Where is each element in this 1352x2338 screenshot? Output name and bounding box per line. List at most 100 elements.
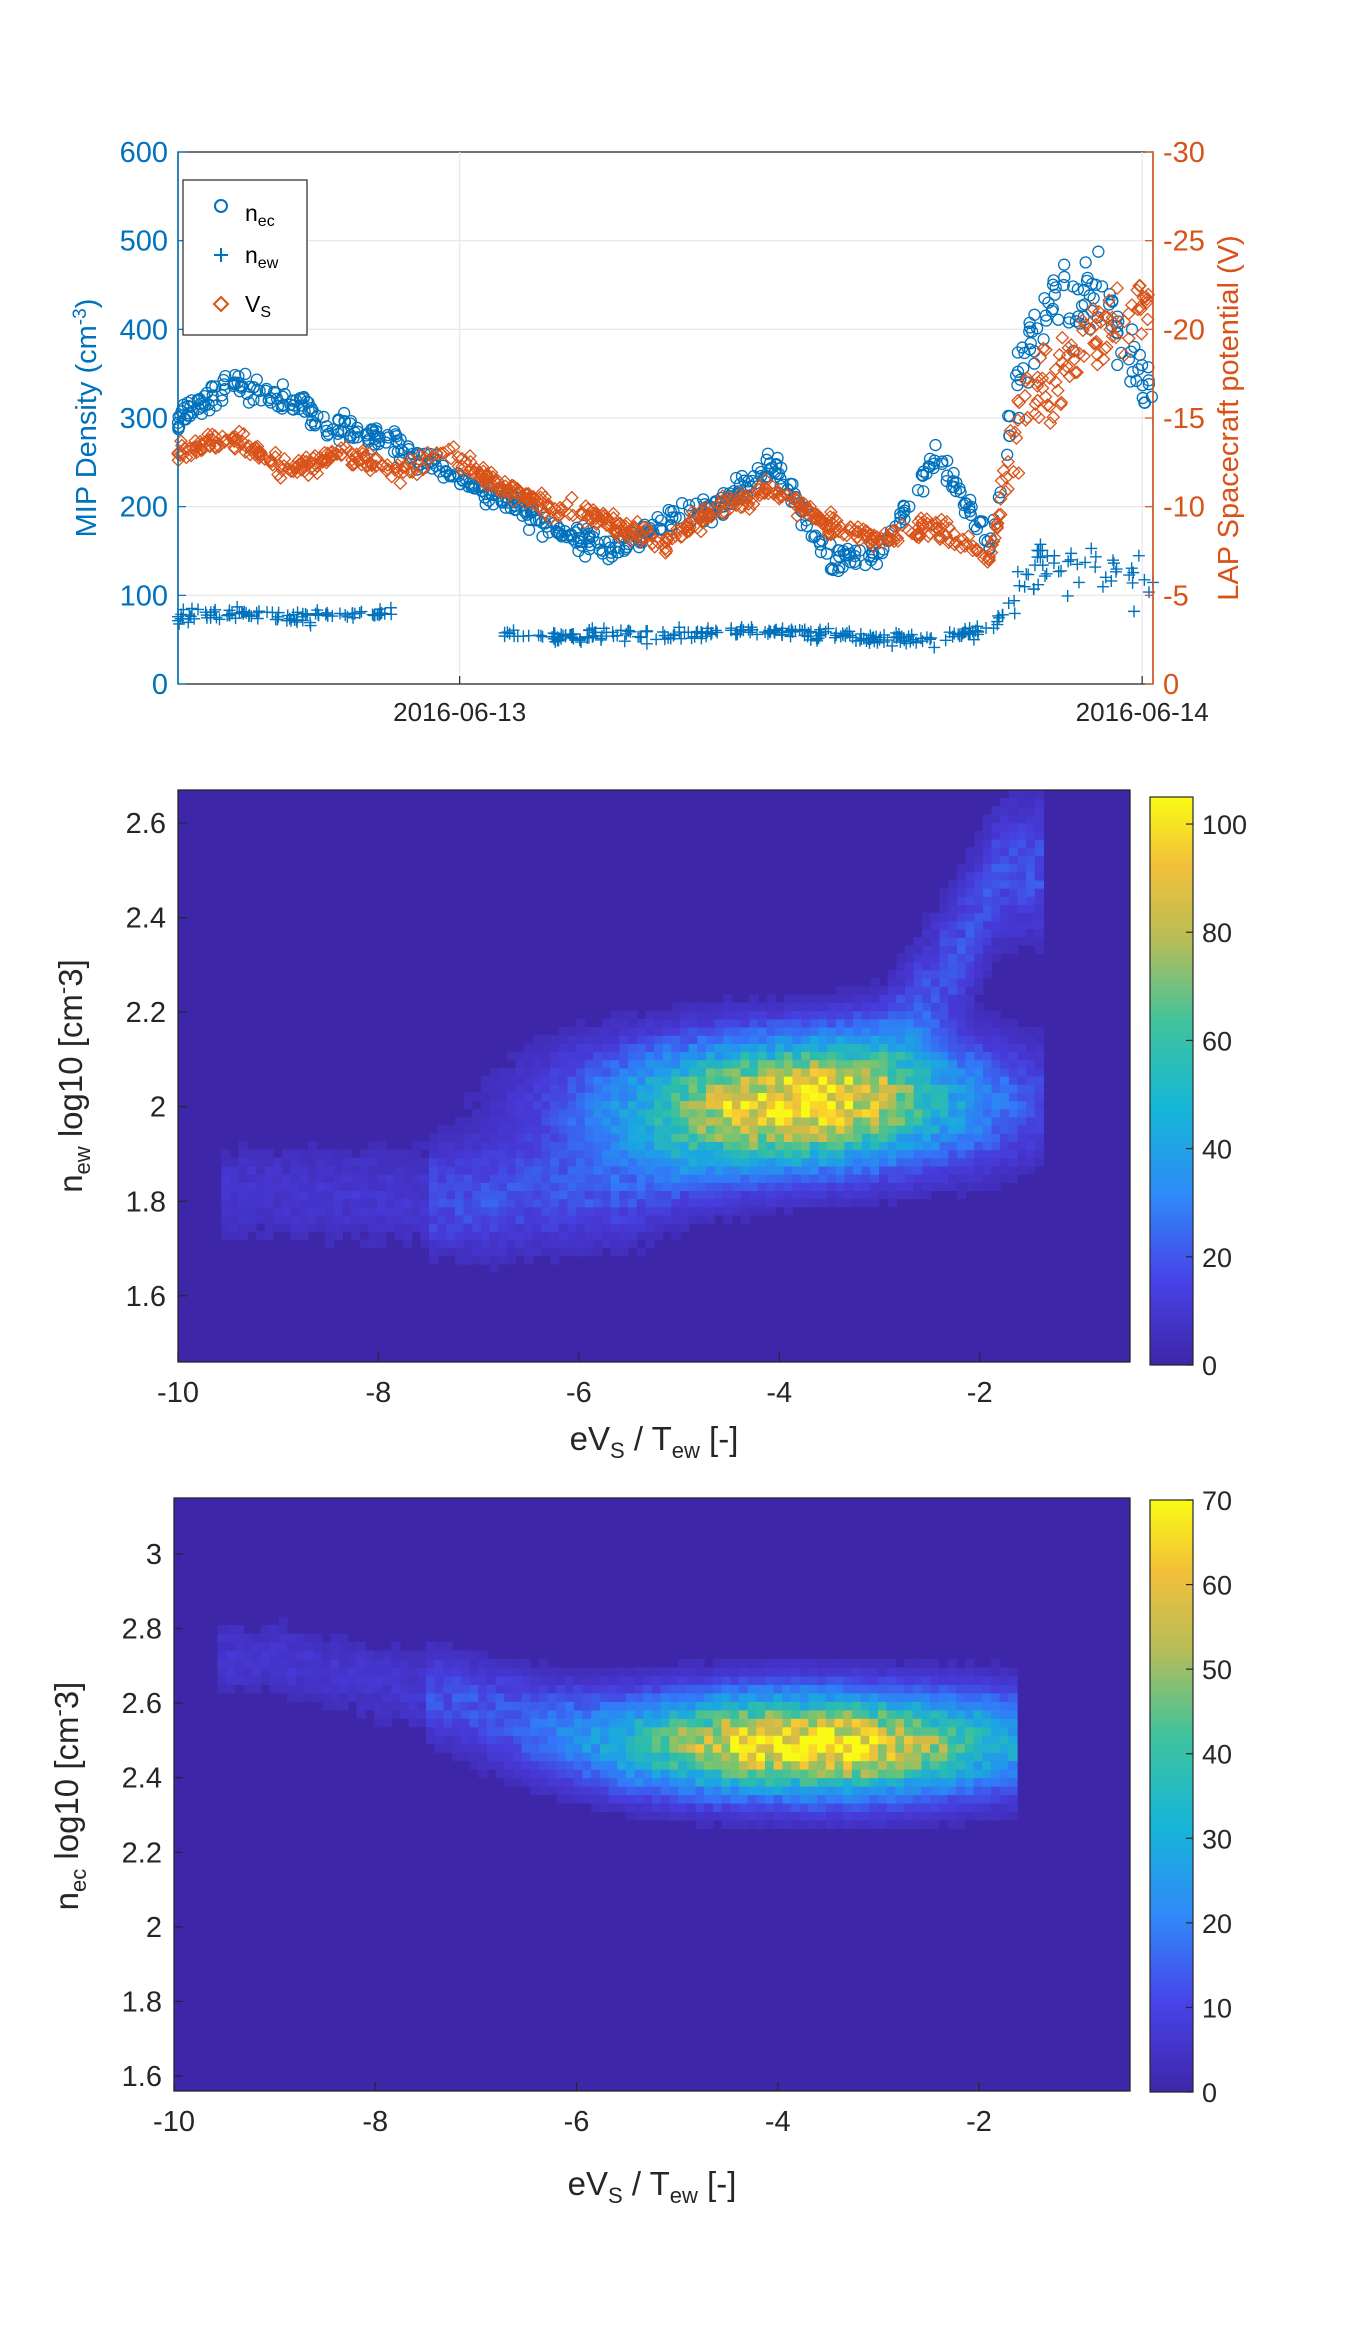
heatmap-bin [731, 1149, 742, 1159]
heatmap-bin [625, 1718, 636, 1728]
heatmap-bin [628, 1231, 638, 1241]
vs-point [205, 427, 220, 442]
nec-point [612, 546, 625, 559]
heatmap-bin [610, 1182, 620, 1191]
heatmap-bin [775, 1076, 785, 1085]
heatmap-bin [463, 1165, 473, 1175]
heatmap-bin [325, 1182, 335, 1191]
heatmap-bin [721, 1802, 731, 1813]
heatmap-bin [654, 1165, 664, 1175]
heatmap-bin [591, 1760, 601, 1770]
heatmap-bin [532, 1223, 543, 1232]
vs-point [1133, 302, 1148, 317]
heatmap-bin [521, 1752, 531, 1762]
new-point [796, 624, 809, 637]
heatmap-bin [463, 1247, 473, 1257]
heatmap-bin [608, 1701, 618, 1711]
heatmap-bin [602, 1133, 612, 1142]
heatmap-bin [385, 1190, 395, 1200]
new-point [1089, 550, 1102, 563]
heatmap-bin [238, 1165, 248, 1175]
heatmap-bin [948, 969, 958, 979]
heatmap-bin [756, 1819, 766, 1829]
heatmap-bin [550, 1223, 560, 1232]
heatmap-bin [316, 1198, 326, 1208]
heatmap-bin [688, 1206, 698, 1216]
heatmap-bin [705, 1174, 716, 1183]
heatmap-bin [827, 1059, 837, 1069]
heatmap-bin [660, 1769, 670, 1779]
heatmap-bin [321, 1701, 332, 1711]
new-point [1127, 566, 1140, 579]
heatmap-bin [295, 1684, 305, 1694]
heatmap-bin [643, 1726, 653, 1736]
heatmap-bin [515, 1116, 525, 1126]
heatmap-bin [645, 1076, 655, 1085]
heatmap-bin [229, 1174, 240, 1183]
heatmap-bin [420, 1231, 430, 1241]
vs-point [1070, 365, 1084, 380]
heatmap-bin [922, 1035, 932, 1044]
heatmap-bin [1000, 1018, 1010, 1028]
heatmap-bin [619, 1247, 629, 1257]
vs-point [345, 457, 360, 472]
heatmap-bin [498, 1100, 508, 1110]
heatmap-bin [948, 904, 958, 914]
heatmap-bin [956, 1002, 967, 1012]
heatmap-bin [654, 1010, 664, 1020]
heatmap-bin [489, 1108, 499, 1118]
heatmap-bin [359, 1239, 369, 1249]
heatmap-bin [625, 1786, 636, 1796]
vs-point [796, 496, 811, 511]
heatmap-bin [558, 1141, 569, 1151]
vs-point [694, 524, 708, 539]
heatmap-bin [671, 1231, 681, 1241]
heatmap-bin [365, 1658, 375, 1669]
heatmap-bin [688, 1157, 698, 1167]
heatmap-bin [558, 1043, 569, 1053]
heatmap-bin [539, 1675, 549, 1685]
heatmap-bin [660, 1786, 670, 1796]
heatmap-bin [922, 937, 932, 946]
new-point [735, 621, 748, 634]
heatmap-bin [887, 1165, 897, 1175]
heatmap-bin [749, 1010, 759, 1020]
heatmap-bin [948, 937, 958, 946]
heatmap-bin [974, 986, 984, 995]
heatmap-bin [861, 1010, 871, 1020]
heatmap-bin [506, 1108, 517, 1118]
new-point [991, 615, 1004, 628]
new-point [1047, 557, 1060, 570]
heatmap-bin [636, 1108, 646, 1118]
heatmap-bin [532, 1076, 543, 1085]
heatmap-bin [956, 945, 967, 955]
heatmap-bin [506, 1247, 517, 1257]
heatmap-bin [619, 1084, 629, 1093]
nec-point [1066, 280, 1080, 293]
heatmap-bin [654, 1108, 664, 1118]
heatmap-bin [756, 1658, 766, 1669]
heatmap-bin [775, 1149, 785, 1159]
heatmap-bin [913, 1125, 923, 1134]
heatmap-bin [697, 1092, 707, 1102]
heatmap-bin [645, 1108, 655, 1118]
heatmap-bin [792, 1116, 802, 1126]
heatmap-bin [356, 1692, 366, 1702]
heatmap-bin [252, 1684, 262, 1694]
heatmap-bin [844, 986, 854, 995]
heatmap-bin [965, 1165, 975, 1175]
heatmap-bin [764, 1726, 775, 1736]
heatmap-bin [567, 1051, 577, 1061]
heatmap-bin [766, 1043, 776, 1053]
heatmap-bin [582, 1769, 592, 1779]
heatmap-bin [879, 1067, 889, 1077]
legend-diamond-marker [212, 295, 230, 313]
y-left-tick-label: 500 [120, 226, 168, 258]
heatmap-bin [922, 1174, 932, 1183]
heatmap-bin [1000, 1133, 1010, 1142]
new-point [924, 633, 937, 646]
heatmap-bin [599, 1701, 610, 1711]
heatmap-bin [541, 1231, 551, 1241]
heatmap-bin [853, 1108, 863, 1118]
heatmap-bin [660, 1735, 670, 1745]
